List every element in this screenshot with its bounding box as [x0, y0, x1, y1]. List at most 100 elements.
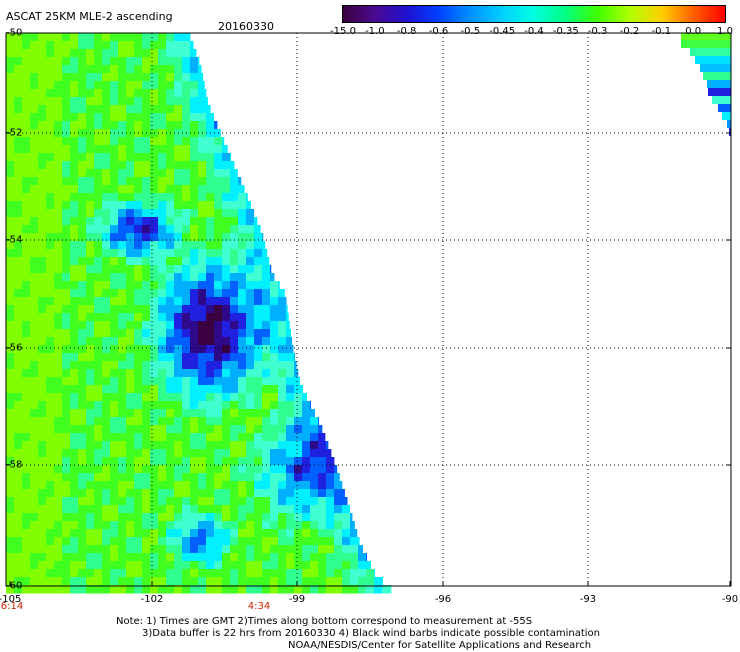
swath-cell [198, 441, 207, 450]
swath-cell [182, 385, 191, 394]
swath-cell [182, 505, 191, 514]
swath-cell [246, 393, 255, 402]
swath-cell [262, 577, 271, 586]
swath-cell [198, 265, 207, 274]
swath-cell [182, 297, 191, 306]
swath-cell [270, 409, 279, 418]
swath-cell [150, 113, 159, 122]
swath-cell [126, 193, 135, 202]
swath-cell [14, 473, 23, 482]
swath-cell [262, 545, 271, 554]
swath-cell [110, 377, 119, 386]
swath-cell [166, 73, 175, 82]
swath-cell [174, 433, 183, 442]
swath-cell [198, 449, 207, 458]
swath-cell [158, 577, 167, 586]
swath-cell [198, 225, 207, 234]
swath-cell [182, 425, 191, 434]
swath-cell [6, 201, 15, 210]
swath-cell [206, 289, 215, 298]
swath-cell [46, 393, 55, 402]
swath-cell [94, 465, 103, 474]
swath-cell [6, 89, 15, 98]
swath-cell [22, 553, 31, 562]
swath-cell [54, 225, 63, 234]
swath-cell [158, 521, 167, 530]
swath-cell [110, 465, 119, 474]
swath-cell [38, 513, 47, 522]
swath-cell [6, 153, 15, 162]
swath-cell [6, 345, 15, 354]
swath-cell [102, 113, 111, 122]
swath-cell [54, 529, 63, 538]
swath-cell [198, 249, 207, 258]
swath-cell [150, 393, 159, 402]
swath-cell [206, 465, 215, 474]
swath-cell [158, 105, 167, 114]
swath-cell [246, 353, 255, 362]
swath-cell [14, 545, 23, 554]
swath-cell [310, 529, 319, 538]
swath-cell [214, 241, 223, 250]
swath-cell [78, 81, 87, 90]
swath-cell [30, 289, 39, 298]
swath-cell [86, 369, 95, 378]
swath-cell [22, 489, 31, 498]
swath-cell [70, 185, 79, 194]
swath-cell [158, 121, 167, 130]
swath-cell [78, 561, 87, 570]
swath-cell [174, 337, 183, 346]
swath-cell [142, 337, 151, 346]
swath-cell [38, 233, 47, 242]
swath-cell [350, 537, 359, 546]
swath-cell [286, 409, 295, 418]
swath-cell [198, 281, 207, 290]
swath-cell [126, 585, 135, 594]
swath-cell [14, 233, 23, 242]
swath-cell [62, 65, 71, 74]
swath-cell [46, 409, 55, 418]
swath-cell [46, 385, 55, 394]
swath-cell [38, 585, 47, 594]
swath-cell [62, 321, 71, 330]
x-tick-label: -99 [288, 594, 306, 605]
swath-cell [38, 561, 47, 570]
swath-cell [54, 545, 63, 554]
swath-cell [190, 561, 199, 570]
swath-cell [14, 329, 23, 338]
swath-cell [54, 281, 63, 290]
swath-cell [54, 417, 63, 426]
swath-cell [86, 281, 95, 290]
swath-cell [70, 409, 79, 418]
swath-cell [46, 233, 55, 242]
swath-cell [78, 177, 87, 186]
swath-cell [254, 305, 263, 314]
swath-cell [54, 441, 63, 450]
swath-cell [302, 417, 311, 426]
swath-cell [134, 297, 143, 306]
swath-cell [46, 153, 55, 162]
swath-cell [190, 409, 199, 418]
swath-cell [254, 585, 263, 594]
swath-cell [190, 233, 199, 242]
swath-cell [198, 161, 207, 170]
swath-cell [206, 265, 215, 274]
swath-cell [46, 73, 55, 82]
swath-cell [182, 289, 191, 298]
swath-cell [38, 89, 47, 98]
swath-cell [198, 505, 207, 514]
swath-cell [86, 497, 95, 506]
swath-cell [270, 401, 279, 410]
swath-cell [206, 577, 215, 586]
swath-cell [46, 193, 55, 202]
swath-cell [38, 81, 47, 90]
swath-cell [62, 305, 71, 314]
swath-cell [6, 233, 15, 242]
swath-cell [110, 137, 119, 146]
swath-cell [174, 401, 183, 410]
swath-cell [286, 457, 295, 466]
swath-cell [30, 153, 39, 162]
swath-cell [174, 297, 183, 306]
swath-cell [182, 561, 191, 570]
swath-cell [174, 169, 183, 178]
